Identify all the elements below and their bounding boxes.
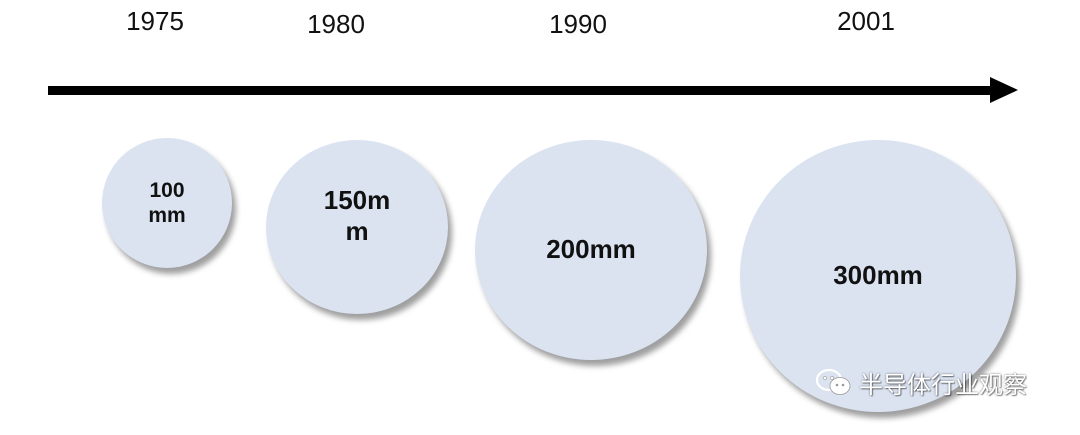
wafer-200mm: 200mm [475,140,707,360]
year-label-2001: 2001 [837,6,895,36]
timeline-arrowhead [990,77,1018,103]
year-label-1990: 1990 [549,9,607,39]
year-label-1980: 1980 [307,9,365,39]
wafer-300mm: 300mm [740,140,1016,412]
wafer-150mm: 150m m [266,140,448,314]
year-label-1975: 1975 [126,6,184,36]
wafer-label: 150m m [323,184,391,246]
wechat-icon [815,368,851,395]
watermark: 半导体行业观察 [815,365,1027,400]
timeline-axis [48,86,998,95]
watermark-text: 半导体行业观察 [859,371,1027,399]
wafer-label: 100 mm [148,178,186,227]
wafer-label: 300mm [833,260,923,291]
wafer-label: 200mm [546,234,636,265]
wafer-100mm: 100 mm [102,138,232,268]
